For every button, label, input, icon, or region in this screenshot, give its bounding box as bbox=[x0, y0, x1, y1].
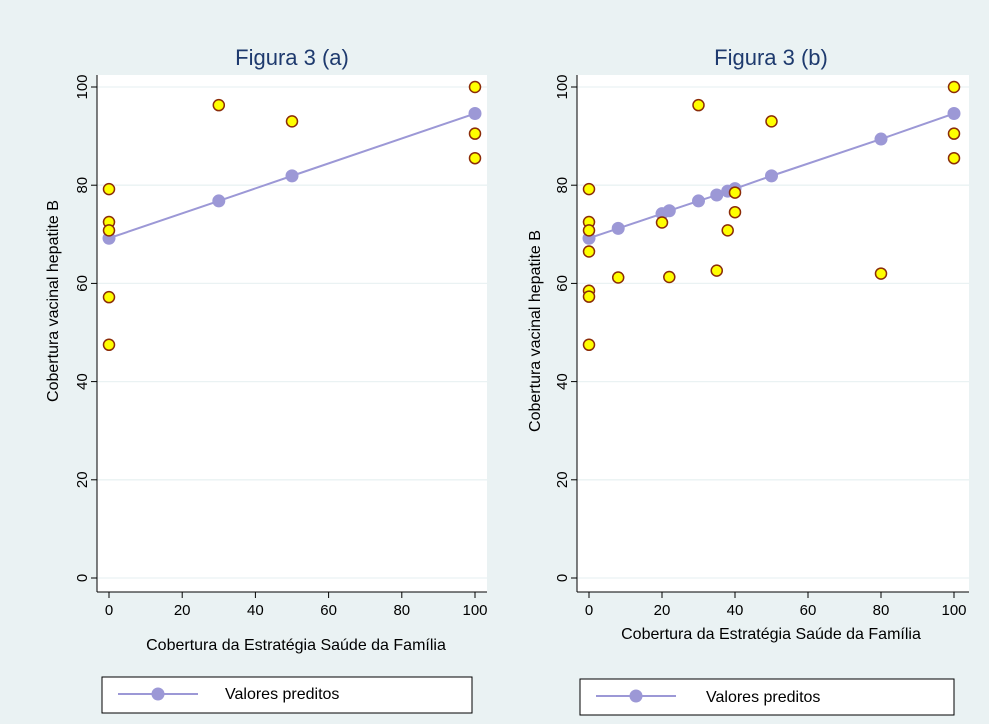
observed-point bbox=[947, 80, 961, 94]
y-tick-label: 100 bbox=[554, 74, 571, 99]
observed-point bbox=[468, 127, 482, 140]
x-tick-label: 100 bbox=[941, 602, 966, 619]
observed-point bbox=[947, 127, 961, 140]
y-tick-label: 80 bbox=[554, 177, 571, 194]
x-tick-label: 0 bbox=[105, 602, 113, 619]
predicted-point bbox=[212, 194, 226, 208]
panel-b: 0 20 40 60 80 100 0 20 40 60 80 100 Figura 3 (b) C… bbox=[527, 45, 969, 716]
y-tick-label: 0 bbox=[554, 574, 571, 582]
gridlines-a bbox=[97, 86, 487, 579]
gridlines-b bbox=[577, 86, 969, 579]
predicted-point bbox=[285, 169, 299, 183]
observed-point bbox=[285, 115, 299, 128]
observed-series-a bbox=[102, 80, 482, 352]
observed-point bbox=[212, 98, 226, 112]
observed-point bbox=[102, 224, 116, 237]
predicted-point bbox=[692, 194, 705, 208]
x-ticks-b: 0 20 40 60 80 100 bbox=[585, 592, 967, 619]
legend-a: Valores preditos bbox=[101, 676, 473, 714]
legend-label-a: Valores preditos bbox=[225, 686, 339, 703]
x-tick-label: 40 bbox=[247, 602, 264, 619]
observed-point bbox=[582, 290, 596, 303]
y-tick-label: 0 bbox=[74, 574, 91, 582]
x-tick-label: 40 bbox=[727, 602, 744, 619]
observed-point bbox=[582, 182, 596, 196]
plot-area-b bbox=[577, 75, 969, 592]
y-tick-label: 20 bbox=[554, 471, 571, 488]
observed-point bbox=[765, 115, 778, 128]
y-ticks-b: 0 20 40 60 80 100 bbox=[554, 74, 577, 582]
x-tick-label: 80 bbox=[393, 602, 410, 619]
y-tick-label: 80 bbox=[74, 177, 91, 194]
y-tick-label: 100 bbox=[74, 74, 91, 99]
legend-b: Valores preditos bbox=[579, 678, 955, 716]
y-tick-label: 60 bbox=[74, 275, 91, 292]
observed-point bbox=[611, 271, 625, 284]
observed-point bbox=[874, 267, 888, 280]
predicted-point bbox=[611, 221, 625, 235]
x-tick-label: 60 bbox=[800, 602, 817, 619]
x-axis-label-b: Cobertura da Estratégia Saúde da Família bbox=[621, 626, 921, 643]
x-tick-label: 0 bbox=[585, 602, 593, 619]
predicted-line bbox=[108, 112, 476, 240]
observed-point bbox=[947, 151, 961, 165]
observed-point bbox=[582, 245, 596, 258]
plot-area-a bbox=[97, 75, 487, 592]
x-axis-label-a: Cobertura da Estratégia Saúde da Família bbox=[146, 637, 446, 654]
predicted-point bbox=[765, 169, 778, 183]
predicted-point bbox=[874, 132, 888, 146]
observed-point bbox=[102, 290, 116, 304]
predicted-point bbox=[947, 107, 961, 121]
y-axis-label-a: Cobertura vacinal hepatite B bbox=[45, 200, 62, 402]
observed-point bbox=[721, 224, 734, 237]
y-axis-label-b: Cobertura vacinal hepatite B bbox=[527, 230, 544, 432]
y-ticks-a: 0 20 40 60 80 100 bbox=[74, 74, 97, 582]
chart-title-a: Figura 3 (a) bbox=[235, 45, 349, 70]
x-tick-label: 80 bbox=[873, 602, 890, 619]
x-tick-label: 100 bbox=[462, 602, 487, 619]
x-tick-label: 60 bbox=[320, 602, 337, 619]
y-tick-label: 60 bbox=[554, 275, 571, 292]
observed-point bbox=[468, 80, 482, 94]
observed-point bbox=[582, 338, 596, 352]
observed-point bbox=[710, 264, 723, 277]
observed-point bbox=[663, 270, 676, 284]
y-tick-label: 40 bbox=[74, 373, 91, 390]
x-tick-label: 20 bbox=[654, 602, 671, 619]
observed-point bbox=[692, 98, 705, 112]
predicted-point bbox=[468, 107, 482, 121]
observed-point bbox=[582, 224, 596, 237]
y-tick-label: 40 bbox=[554, 373, 571, 390]
x-tick-label: 20 bbox=[174, 602, 191, 619]
observed-point bbox=[728, 205, 742, 219]
legend-label-b: Valores preditos bbox=[706, 689, 820, 706]
x-ticks-a: 0 20 40 60 80 100 bbox=[105, 592, 488, 619]
observed-point bbox=[655, 216, 669, 229]
predicted-point bbox=[662, 204, 676, 218]
observed-point bbox=[102, 182, 116, 196]
panel-a: 0 20 40 60 80 100 0 20 40 60 80 100 Figura 3 (a) C… bbox=[45, 45, 488, 714]
observed-point bbox=[102, 338, 116, 352]
predicted-point bbox=[710, 188, 724, 202]
y-tick-label: 20 bbox=[74, 471, 91, 488]
chart-title-b: Figura 3 (b) bbox=[714, 45, 828, 70]
observed-series-b bbox=[582, 80, 961, 352]
observed-point bbox=[468, 151, 482, 165]
legend-marker-b bbox=[629, 689, 643, 703]
legend-marker-a bbox=[151, 687, 165, 701]
observed-point bbox=[728, 186, 742, 199]
